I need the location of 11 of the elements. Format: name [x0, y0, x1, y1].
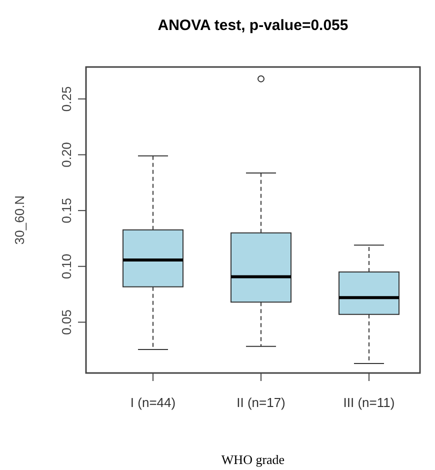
y-axis-title: 30_60.N [12, 195, 27, 245]
y-tick-label: 0.25 [59, 86, 74, 112]
y-tick-label: 0.20 [59, 142, 74, 168]
y-tick-label: 0.10 [59, 254, 74, 280]
y-tick-label: 0.05 [59, 310, 74, 335]
x-tick-label: III (n=11) [343, 395, 395, 410]
x-axis-title: WHO grade [221, 452, 285, 467]
chart-title: ANOVA test, p-value=0.055 [158, 17, 348, 34]
x-tick-label: I (n=44) [130, 395, 176, 410]
x-tick-label: II (n=17) [236, 395, 286, 410]
y-tick-label: 0.15 [59, 198, 74, 224]
